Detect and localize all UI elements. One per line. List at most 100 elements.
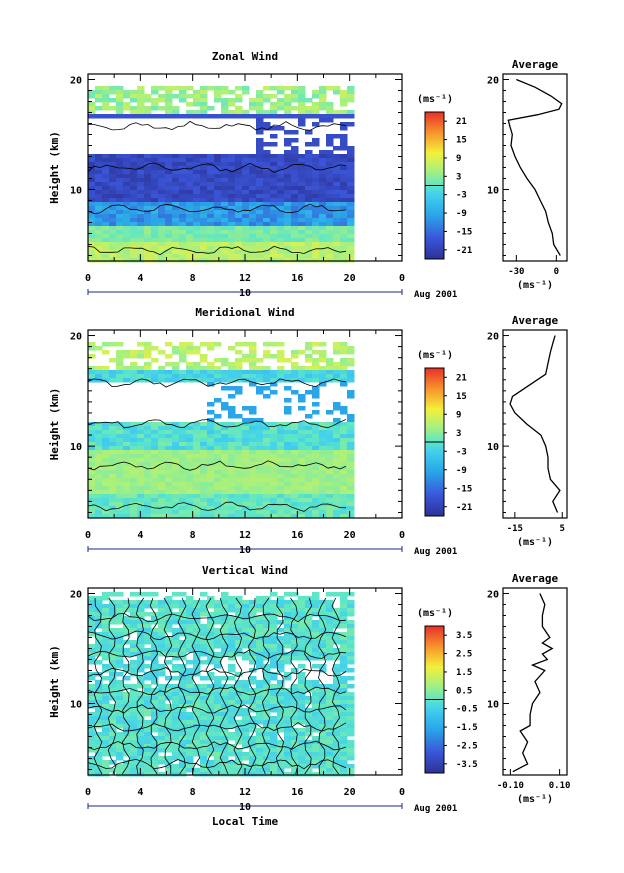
heatmap-cell (319, 218, 327, 223)
heatmap-cell (116, 186, 124, 191)
heatmap-cell (123, 640, 131, 645)
heatmap-cell (88, 696, 96, 701)
heatmap-cell (291, 700, 299, 705)
heatmap-cell (95, 700, 103, 705)
heatmap-cell (95, 652, 103, 657)
heatmap-cell (256, 154, 264, 159)
heatmap-cell (298, 190, 306, 195)
heatmap-cell (326, 426, 334, 431)
heatmap-cell (291, 608, 299, 613)
heatmap-cell (95, 708, 103, 713)
heatmap-cell (242, 636, 250, 641)
heatmap-cell (347, 656, 355, 661)
heatmap-cell (116, 90, 124, 95)
heatmap-cell (235, 442, 243, 447)
heatmap-cell (214, 378, 222, 383)
heatmap-cell (137, 238, 145, 243)
heatmap-cell (319, 748, 327, 753)
heatmap-cell (207, 246, 215, 251)
heatmap-cell (333, 672, 341, 677)
heatmap-cell (298, 672, 306, 677)
heatmap-cell (270, 154, 278, 159)
heatmap-cell (256, 206, 264, 211)
heatmap-cell (158, 254, 166, 259)
heatmap-cell (340, 756, 348, 761)
heatmap-cell (151, 478, 159, 483)
heatmap-cell (319, 478, 327, 483)
colorbar-tick-label: -21 (456, 503, 472, 513)
heatmap-cell (305, 510, 313, 515)
heatmap-cell (319, 644, 327, 649)
heatmap-cell (228, 644, 236, 649)
heatmap-cell (263, 494, 271, 499)
heatmap-cell (172, 498, 180, 503)
heatmap-cell (130, 592, 138, 597)
heatmap-cell (144, 768, 152, 773)
heatmap-cell (200, 378, 208, 383)
heatmap-cell (151, 242, 159, 247)
heatmap-cell (193, 206, 201, 211)
heatmap-cell (305, 438, 313, 443)
heatmap-cell (158, 230, 166, 235)
heatmap-cell (102, 258, 110, 263)
heatmap-cell (130, 210, 138, 215)
heatmap-cell (88, 230, 96, 235)
heatmap-cell (193, 258, 201, 263)
heatmap-cell (214, 90, 222, 95)
heatmap-cell (214, 620, 222, 625)
heatmap-cell (109, 358, 117, 363)
heatmap-cell (298, 154, 306, 159)
heatmap-cell (298, 728, 306, 733)
heatmap-cell (88, 482, 96, 487)
heatmap-cell (179, 178, 187, 183)
heatmap-cell (186, 166, 194, 171)
heatmap-cell (144, 106, 152, 111)
heatmap-cell (291, 502, 299, 507)
heatmap-cell (305, 454, 313, 459)
contour-line (87, 501, 347, 512)
heatmap-cell (340, 374, 348, 379)
heatmap-cell (88, 450, 96, 455)
heatmap-cell (158, 502, 166, 507)
heatmap-cell (123, 102, 131, 107)
heatmap-cell (116, 700, 124, 705)
heatmap-cell (109, 186, 117, 191)
heatmap-cell (109, 202, 117, 207)
heatmap-cell (242, 230, 250, 235)
heatmap-cell (200, 732, 208, 737)
average-unit: (ms⁻¹) (517, 794, 553, 805)
heatmap-cell (116, 648, 124, 653)
heatmap-cell (151, 482, 159, 487)
heatmap-cell (102, 668, 110, 673)
heatmap-cell (270, 772, 278, 777)
heatmap-cell (333, 764, 341, 769)
heatmap-cell (235, 166, 243, 171)
heatmap-cell (249, 378, 257, 383)
heatmap-cell (214, 700, 222, 705)
heatmap-cell (249, 170, 257, 175)
heatmap-cell (256, 434, 264, 439)
heatmap-cell (151, 676, 159, 681)
heatmap-cell (242, 166, 250, 171)
heatmap-cell (319, 640, 327, 645)
heatmap-cell (228, 768, 236, 773)
heatmap-cell (319, 86, 327, 91)
heatmap-cell (200, 250, 208, 255)
heatmap-cell (130, 354, 138, 359)
heatmap-cell (263, 434, 271, 439)
heatmap-cell (305, 466, 313, 471)
heatmap-cell (172, 628, 180, 633)
heatmap-cell (172, 652, 180, 657)
heatmap-cell (270, 182, 278, 187)
heatmap-cell (109, 454, 117, 459)
heatmap-cell (144, 772, 152, 777)
heatmap-cell (179, 502, 187, 507)
heatmap-cell (277, 214, 285, 219)
heatmap-cell (221, 486, 229, 491)
heatmap-cell (235, 636, 243, 641)
heatmap-cell (326, 194, 334, 199)
heatmap-cell (340, 434, 348, 439)
heatmap-cell (298, 246, 306, 251)
heatmap-cell (102, 454, 110, 459)
heatmap-cell (228, 620, 236, 625)
